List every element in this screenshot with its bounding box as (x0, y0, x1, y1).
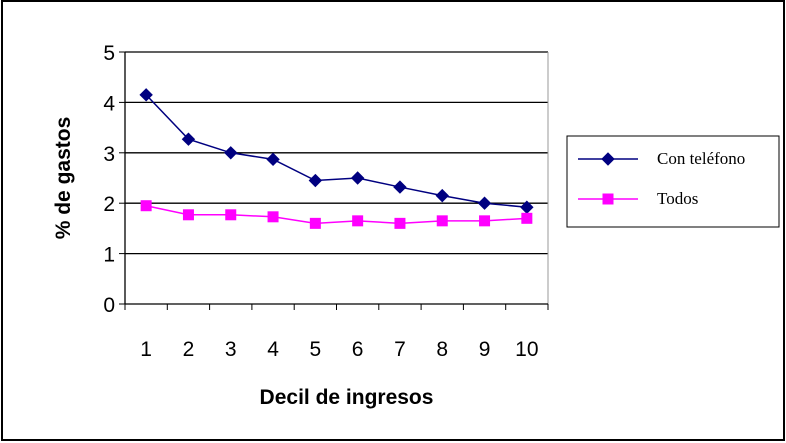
point-s0-1 (139, 88, 153, 102)
point-s0-4 (266, 152, 280, 167)
point-s0-8 (435, 188, 449, 203)
series-line-1 (145, 204, 527, 225)
point-s1-5 (309, 217, 321, 229)
x-tick-label-4: 4 (267, 338, 279, 361)
y-tick-label-3: 3 (103, 143, 115, 166)
x-tick-label-1: 1 (140, 338, 152, 361)
y-tick-label-2: 2 (103, 193, 115, 216)
point-s1-9 (479, 215, 491, 227)
point-s0-9 (477, 196, 492, 210)
series-0 (139, 88, 534, 214)
point-s0-6 (350, 171, 365, 185)
point-s1-8 (436, 215, 448, 227)
point-s1-3 (225, 209, 237, 221)
legend-label-todos: Todos (657, 189, 698, 208)
x-tick-label-8: 8 (436, 338, 448, 361)
y-tick-label-1: 1 (103, 244, 115, 267)
y-tick-label-0: 0 (103, 294, 115, 317)
legend-entry-todos: Todos (578, 189, 698, 208)
point-s1-7 (394, 217, 406, 229)
point-s0-2 (181, 132, 196, 146)
series-1 (140, 200, 533, 229)
y-axis-title: % de gastos (52, 117, 75, 240)
legend-symbol-todos (578, 193, 638, 205)
x-tick-label-7: 7 (394, 338, 406, 361)
x-axis-title: Decil de ingresos (260, 386, 434, 409)
legend-entry-con-telefono: Con teléfono (578, 149, 745, 168)
legend-label-con-telefono: Con teléfono (657, 149, 745, 168)
gridlines (125, 51, 548, 255)
y-tick-label-5: 5 (103, 42, 115, 65)
x-tick-label-3: 3 (225, 338, 237, 361)
x-tick-label-10: 10 (515, 338, 538, 361)
legend-box (566, 135, 780, 228)
y-tick-label-4: 4 (103, 92, 115, 115)
axes (119, 51, 549, 310)
plot-area (125, 52, 548, 304)
point-s1-10 (521, 212, 533, 224)
point-s1-6 (352, 215, 364, 227)
x-tick-label-5: 5 (310, 338, 322, 361)
x-tick-label-2: 2 (183, 338, 195, 361)
point-s0-7 (393, 180, 407, 194)
tick-labels: 0 1 2 3 4 5 1 2 3 4 5 6 7 8 9 10 (103, 42, 538, 361)
legend-marker-0 (601, 152, 615, 166)
series-layer (139, 88, 534, 229)
x-tick-label-9: 9 (479, 338, 491, 361)
point-s1-2 (182, 209, 194, 221)
series-line-0 (145, 94, 527, 208)
legend-symbol-con-telefono (578, 152, 638, 166)
x-tick-label-6: 6 (352, 338, 364, 361)
point-s1-1 (140, 200, 152, 212)
point-s0-3 (224, 146, 238, 160)
point-s0-5 (308, 173, 323, 188)
point-s1-4 (267, 211, 279, 223)
legend-marker-1 (602, 193, 614, 205)
